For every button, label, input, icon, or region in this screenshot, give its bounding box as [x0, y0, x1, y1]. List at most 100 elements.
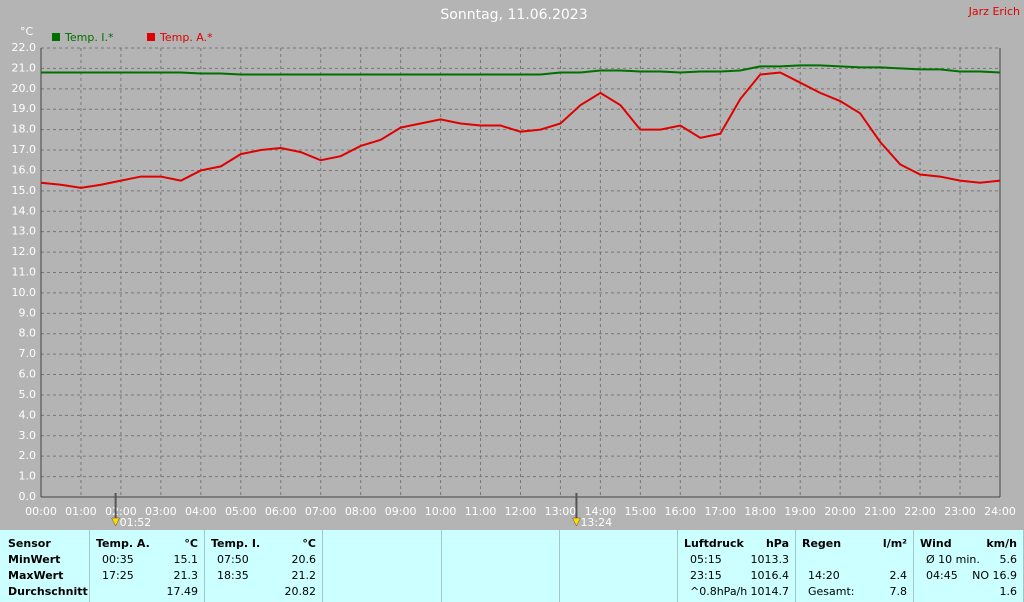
y-tick-label: 2.0	[19, 449, 37, 462]
y-tick-label: 9.0	[19, 306, 37, 319]
x-tick-label: 09:00	[385, 505, 417, 518]
summary-table: Sensor MinWert MaxWert Durchschnitt Temp. A.…	[0, 530, 1024, 602]
cell-value: °C	[184, 537, 198, 550]
cell-value: km/h	[986, 537, 1017, 550]
cell-label: 17:25	[102, 569, 134, 582]
cell-value: 7.8	[889, 585, 908, 598]
table-block: Sensor MinWert MaxWert Durchschnitt	[0, 530, 90, 602]
x-tick-label: 21:00	[864, 505, 896, 518]
cell-label: 18:35	[217, 569, 249, 582]
x-tick-label: 02:00	[105, 505, 137, 518]
x-tick-label: 07:00	[305, 505, 337, 518]
y-tick-label: 13.0	[12, 225, 37, 238]
series-line	[40, 71, 1001, 189]
table-block	[442, 530, 560, 602]
x-tick-label: 08:00	[345, 505, 377, 518]
event-label: 01:52	[120, 516, 152, 529]
y-tick-label: 8.0	[19, 327, 37, 340]
cell-label: Temp. I.	[211, 537, 261, 550]
cell-value: 1016.4	[750, 569, 790, 582]
y-tick-label: 0.0	[19, 490, 37, 503]
chart-title: Sonntag, 11.06.2023	[440, 7, 587, 23]
y-tick-label: 12.0	[12, 245, 37, 258]
cell-label: MaxWert	[8, 569, 64, 582]
series-line	[41, 64, 1001, 76]
y-tick-label: 7.0	[19, 347, 37, 360]
cell-value: °C	[302, 537, 316, 550]
cell-label: ^0.8hPa/h	[690, 585, 748, 598]
cell-value: 2.4	[889, 569, 908, 582]
table-block: Regen l/m² 14:20 2.4 Gesamt: 7.8	[796, 530, 914, 602]
y-tick-label: 5.0	[19, 388, 37, 401]
cell-value: l/m²	[882, 537, 907, 550]
event-icon	[572, 517, 581, 527]
cell-label: 00:35	[102, 553, 134, 566]
cell-value: 17.49	[166, 585, 199, 598]
cell-label: 14:20	[808, 569, 840, 582]
x-tick-label: 16:00	[664, 505, 696, 518]
y-tick-label: 11.0	[12, 266, 37, 279]
y-tick-label: 17.0	[12, 143, 37, 156]
x-tick-label: 22:00	[904, 505, 936, 518]
cell-value: 20.6	[291, 553, 317, 566]
x-tick-label: 23:00	[944, 505, 976, 518]
x-tick-label: 18:00	[744, 505, 776, 518]
table-block: Wind km/h Ø 10 min. 5.6 04:45 NO 16.9 1.6	[914, 530, 1024, 602]
cell-value: 21.2	[291, 569, 317, 582]
x-tick-label: 04:00	[185, 505, 217, 518]
y-tick-label: 1.0	[19, 470, 37, 483]
x-tick-label: 06:00	[265, 505, 297, 518]
table-block: Luftdruck hPa 05:15 1013.3 23:15 1016.4 ^0.8hP…	[678, 530, 796, 602]
cell-label: Regen	[802, 537, 842, 550]
cell-label: 07:50	[217, 553, 249, 566]
y-tick-label: 4.0	[19, 408, 37, 421]
y-tick-label: 6.0	[19, 368, 37, 381]
cell-value: 1014.7	[750, 585, 790, 598]
cell-label: Sensor	[8, 537, 51, 550]
y-tick-label: 21.0	[12, 61, 37, 74]
x-tick-label: 00:00	[25, 505, 57, 518]
cell-label: 23:15	[690, 569, 722, 582]
y-tick-label: 19.0	[12, 102, 37, 115]
y-tick-label: 15.0	[12, 184, 37, 197]
y-tick-label: 20.0	[12, 82, 37, 95]
cell-label: Temp. A.	[96, 537, 150, 550]
cell-value: NO 16.9	[972, 569, 1017, 582]
cell-label: 04:45	[926, 569, 958, 582]
table-block	[323, 530, 442, 602]
cell-value: 5.6	[999, 553, 1018, 566]
cell-label: Wind	[920, 537, 952, 550]
x-tick-label: 13:00	[545, 505, 577, 518]
cell-label: Gesamt:	[808, 585, 855, 598]
x-tick-label: 10:00	[425, 505, 457, 518]
cell-label: Durchschnitt	[8, 585, 88, 598]
x-tick-label: 05:00	[225, 505, 257, 518]
cell-label: 05:15	[690, 553, 722, 566]
x-tick-label: 20:00	[824, 505, 856, 518]
y-tick-label: 3.0	[19, 429, 37, 442]
y-tick-label: 16.0	[12, 163, 37, 176]
cell-label: MinWert	[8, 553, 61, 566]
legend-label: Temp. I.*	[64, 31, 114, 44]
x-tick-label: 15:00	[625, 505, 657, 518]
table-block: Temp. I. °C 07:50 20.6 18:35 21.2 20.82	[205, 530, 323, 602]
table-block: Temp. A. °C 00:35 15.1 17:25 21.3 17.49	[90, 530, 205, 602]
y-axis-unit: °C	[20, 25, 34, 38]
x-tick-label: 03:00	[145, 505, 177, 518]
x-tick-label: 11:00	[465, 505, 497, 518]
chart: Sonntag, 11.06.2023 Jarz Erich °C 0.0 1.0…	[12, 5, 1021, 529]
legend-label: Temp. A.*	[159, 31, 213, 44]
y-tick-label: 10.0	[12, 286, 37, 299]
cell-label: Ø 10 min.	[926, 553, 980, 566]
y-tick-label: 22.0	[12, 41, 37, 54]
x-tick-label: 12:00	[505, 505, 537, 518]
y-tick-label: 14.0	[12, 204, 37, 217]
event-label: 13:24	[580, 516, 612, 529]
x-tick-label: 14:00	[585, 505, 617, 518]
cell-value: 1013.3	[750, 553, 790, 566]
cell-label: Luftdruck	[684, 537, 744, 550]
cell-value: 20.82	[284, 585, 317, 598]
y-tick-label: 18.0	[12, 123, 37, 136]
x-tick-label: 01:00	[65, 505, 97, 518]
